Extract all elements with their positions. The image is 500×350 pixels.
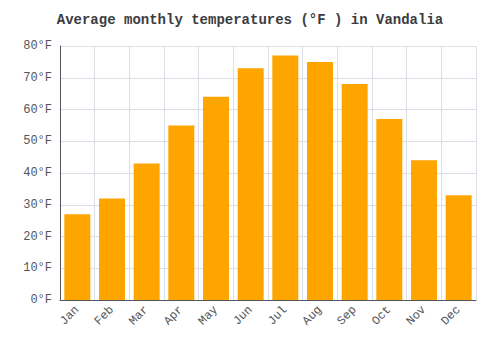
svg-text:50°F: 50°F xyxy=(23,134,52,148)
svg-text:Average monthly temperatures (: Average monthly temperatures (°F ) in Va… xyxy=(57,12,444,28)
svg-text:60°F: 60°F xyxy=(23,103,52,117)
svg-text:Dec: Dec xyxy=(438,303,463,328)
svg-text:Feb: Feb xyxy=(92,303,117,328)
svg-text:0°F: 0°F xyxy=(30,293,52,307)
svg-text:40°F: 40°F xyxy=(23,166,52,180)
svg-text:70°F: 70°F xyxy=(23,71,52,85)
svg-text:Oct: Oct xyxy=(369,303,394,328)
svg-text:May: May xyxy=(196,303,221,328)
svg-text:Apr: Apr xyxy=(161,303,186,328)
svg-text:Jun: Jun xyxy=(230,303,255,328)
svg-text:30°F: 30°F xyxy=(23,198,52,212)
svg-text:Mar: Mar xyxy=(126,303,151,328)
svg-text:Aug: Aug xyxy=(300,303,325,328)
svg-text:80°F: 80°F xyxy=(23,39,52,53)
svg-text:Jul: Jul xyxy=(265,303,290,328)
svg-text:10°F: 10°F xyxy=(23,261,52,275)
svg-text:Sep: Sep xyxy=(334,303,359,328)
svg-text:Jan: Jan xyxy=(57,303,82,328)
svg-text:Nov: Nov xyxy=(404,303,429,328)
svg-text:20°F: 20°F xyxy=(23,230,52,244)
